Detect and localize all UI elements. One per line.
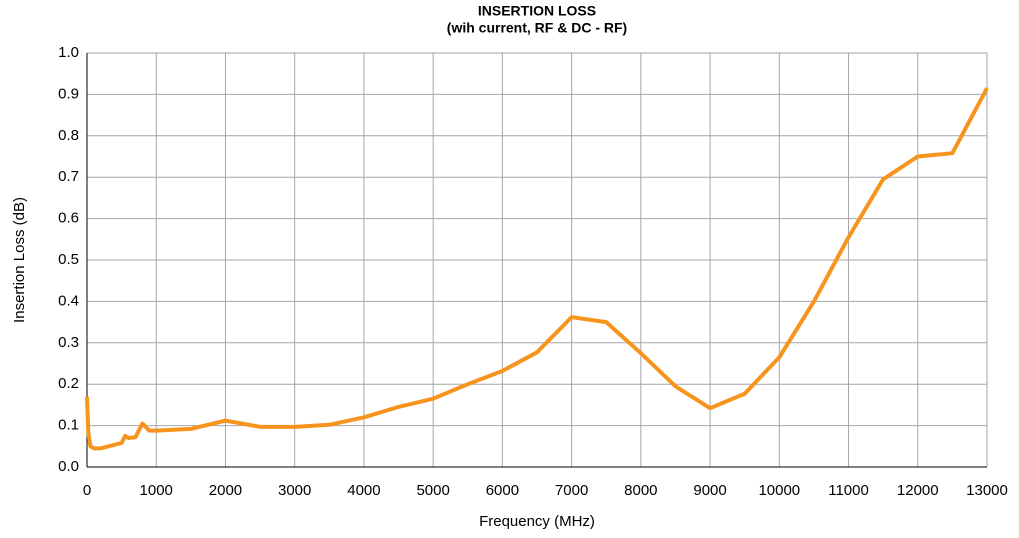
x-tick-label: 6000: [486, 482, 519, 499]
x-tick-label: 3000: [278, 482, 311, 499]
y-tick-label: 1.0: [58, 44, 79, 61]
x-tick-label: 1000: [140, 482, 173, 499]
x-tick-label: 11000: [828, 482, 869, 499]
x-tick-label: 8000: [624, 482, 657, 499]
y-tick-label: 0.5: [58, 251, 79, 268]
y-tick-label: 0.3: [58, 334, 79, 351]
y-tick-label: 0.0: [58, 458, 79, 475]
series-line: [85, 87, 989, 451]
chart-title: INSERTION LOSS: [478, 3, 596, 19]
y-axis-label: Insertion Loss (dB): [11, 197, 28, 323]
chart-subtitle: (wih current, RF & DC - RF): [447, 20, 627, 36]
y-tick-label: 0.6: [58, 210, 79, 227]
x-tick-label: 2000: [209, 482, 242, 499]
y-tick-label: 0.4: [58, 292, 79, 309]
y-tick-label: 0.7: [58, 168, 79, 185]
x-tick-label: 10000: [758, 482, 800, 499]
x-tick-label: 0: [83, 482, 91, 499]
y-tick-label: 0.2: [58, 375, 79, 392]
y-tick-label: 0.8: [58, 127, 79, 144]
x-tick-label: 13000: [966, 482, 1008, 499]
y-tick-label: 0.1: [58, 417, 79, 434]
x-tick-label: 9000: [693, 482, 726, 499]
x-axis-label: Frequency (MHz): [479, 513, 595, 530]
x-tick-label: 4000: [347, 482, 380, 499]
x-tick-label: 12000: [897, 482, 939, 499]
x-tick-label: 5000: [416, 482, 449, 499]
x-tick-label: 7000: [555, 482, 588, 499]
y-tick-label: 0.9: [58, 85, 79, 102]
